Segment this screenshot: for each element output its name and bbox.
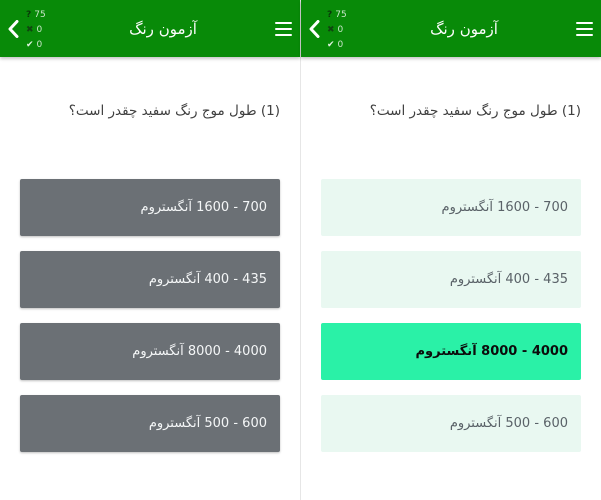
score-counters: ? 75 ✖ 0 ✔ 0: [327, 5, 361, 53]
back-button[interactable]: [0, 0, 26, 57]
app-bar: ? 75 ✖ 0 ✔ 0 آزمون رنگ: [0, 0, 300, 57]
hamburger-icon: [274, 21, 292, 24]
question-text: (1) طول موج رنگ سفید چقدر است؟: [369, 103, 581, 119]
back-button[interactable]: [301, 0, 327, 57]
score-counters: ? 75 ✖ 0 ✔ 0: [26, 5, 60, 53]
cross-icon: ✖: [26, 24, 34, 35]
hamburger-icon: [575, 21, 593, 24]
answer-options: 700 - 1600 آنگستروم 435 - 400 آنگستروم 4…: [20, 179, 280, 452]
wrong-counter: ✖ 0: [26, 23, 60, 38]
answer-option-3-selected[interactable]: 4000 - 8000 آنگستروم: [321, 323, 581, 380]
app-title: آزمون رنگ: [430, 19, 498, 38]
question-mark-icon: ?: [26, 9, 32, 20]
remaining-counter: ? 75: [327, 8, 361, 23]
question-text: (1) طول موج رنگ سفید چقدر است؟: [68, 103, 280, 119]
correct-counter: ✔ 0: [26, 38, 60, 53]
chevron-left-icon: [309, 19, 319, 38]
wrong-counter: ✖ 0: [327, 23, 361, 38]
cross-icon: ✖: [327, 24, 335, 35]
remaining-count: 75: [34, 9, 46, 20]
answer-options: 700 - 1600 آنگستروم 435 - 400 آنگستروم 4…: [321, 179, 581, 452]
answer-option-1[interactable]: 700 - 1600 آنگستروم: [20, 179, 280, 236]
answer-option-4[interactable]: 600 - 500 آنگستروم: [321, 395, 581, 452]
correct-count: 0: [36, 39, 43, 50]
correct-count: 0: [337, 39, 344, 50]
remaining-counter: ? 75: [26, 8, 60, 23]
answer-option-2[interactable]: 435 - 400 آنگستروم: [321, 251, 581, 308]
answer-option-4[interactable]: 600 - 500 آنگستروم: [20, 395, 280, 452]
correct-counter: ✔ 0: [327, 38, 361, 53]
answer-option-2[interactable]: 435 - 400 آنگستروم: [20, 251, 280, 308]
chevron-left-icon: [8, 19, 18, 38]
check-icon: ✔: [327, 39, 335, 50]
answer-option-3[interactable]: 4000 - 8000 آنگستروم: [20, 323, 280, 380]
check-icon: ✔: [26, 39, 34, 50]
wrong-count: 0: [337, 24, 344, 35]
app-title: آزمون رنگ: [129, 19, 197, 38]
answer-option-1[interactable]: 700 - 1600 آنگستروم: [321, 179, 581, 236]
menu-button[interactable]: [567, 0, 601, 57]
question-mark-icon: ?: [327, 9, 333, 20]
menu-button[interactable]: [266, 0, 300, 57]
wrong-count: 0: [36, 24, 43, 35]
quiz-screen-answered: ? 75 ✖ 0 ✔ 0 آزمون رنگ (1) طول موج رنگ س…: [301, 0, 601, 500]
app-bar: ? 75 ✖ 0 ✔ 0 آزمون رنگ: [301, 0, 601, 57]
quiz-screen-unanswered: ? 75 ✖ 0 ✔ 0 آزمون رنگ (1) طول موج رنگ س…: [0, 0, 300, 500]
remaining-count: 75: [335, 9, 347, 20]
